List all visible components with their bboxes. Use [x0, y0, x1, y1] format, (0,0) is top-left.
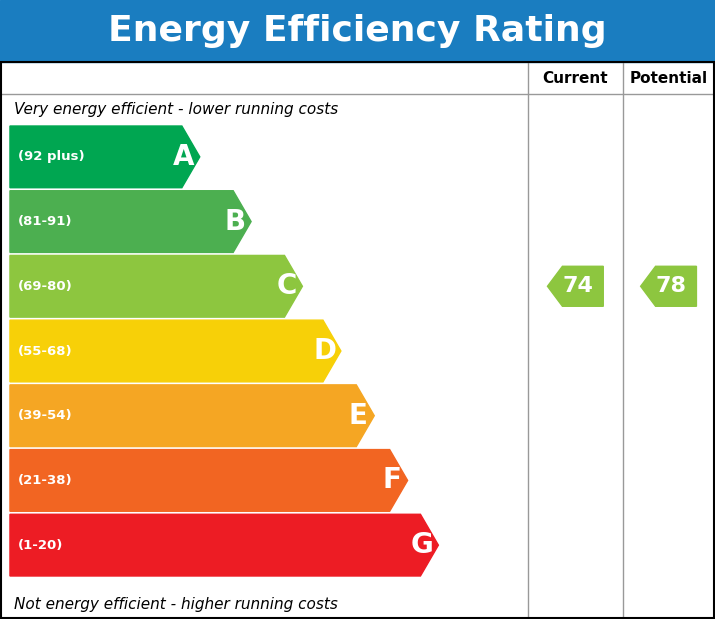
Polygon shape — [10, 256, 302, 317]
Text: A: A — [173, 143, 195, 171]
Text: G: G — [411, 531, 434, 559]
Text: D: D — [314, 337, 337, 365]
Bar — [1, 62, 714, 618]
Polygon shape — [10, 320, 341, 382]
Text: Energy Efficiency Rating: Energy Efficiency Rating — [108, 14, 607, 48]
Polygon shape — [640, 266, 696, 306]
Text: Current: Current — [543, 71, 608, 85]
Text: (39-54): (39-54) — [18, 409, 73, 422]
Text: E: E — [349, 402, 368, 430]
Text: 78: 78 — [656, 276, 686, 297]
Text: F: F — [382, 467, 401, 495]
Text: C: C — [276, 272, 297, 300]
Bar — [0, 0, 715, 62]
Text: B: B — [225, 207, 246, 236]
Text: (21-38): (21-38) — [18, 474, 73, 487]
Text: (55-68): (55-68) — [18, 345, 73, 358]
Polygon shape — [10, 126, 200, 188]
Polygon shape — [548, 266, 603, 306]
Text: (69-80): (69-80) — [18, 280, 73, 293]
Text: Potential: Potential — [630, 71, 708, 85]
Text: Very energy efficient - lower running costs: Very energy efficient - lower running co… — [14, 102, 338, 116]
Polygon shape — [10, 449, 408, 511]
Text: (81-91): (81-91) — [18, 215, 73, 228]
Polygon shape — [10, 385, 374, 446]
Text: Not energy efficient - higher running costs: Not energy efficient - higher running co… — [14, 597, 338, 612]
Text: 74: 74 — [562, 276, 593, 297]
Polygon shape — [10, 514, 439, 576]
Polygon shape — [10, 191, 251, 253]
Text: (92 plus): (92 plus) — [18, 150, 85, 163]
Text: (1-20): (1-20) — [18, 539, 63, 552]
